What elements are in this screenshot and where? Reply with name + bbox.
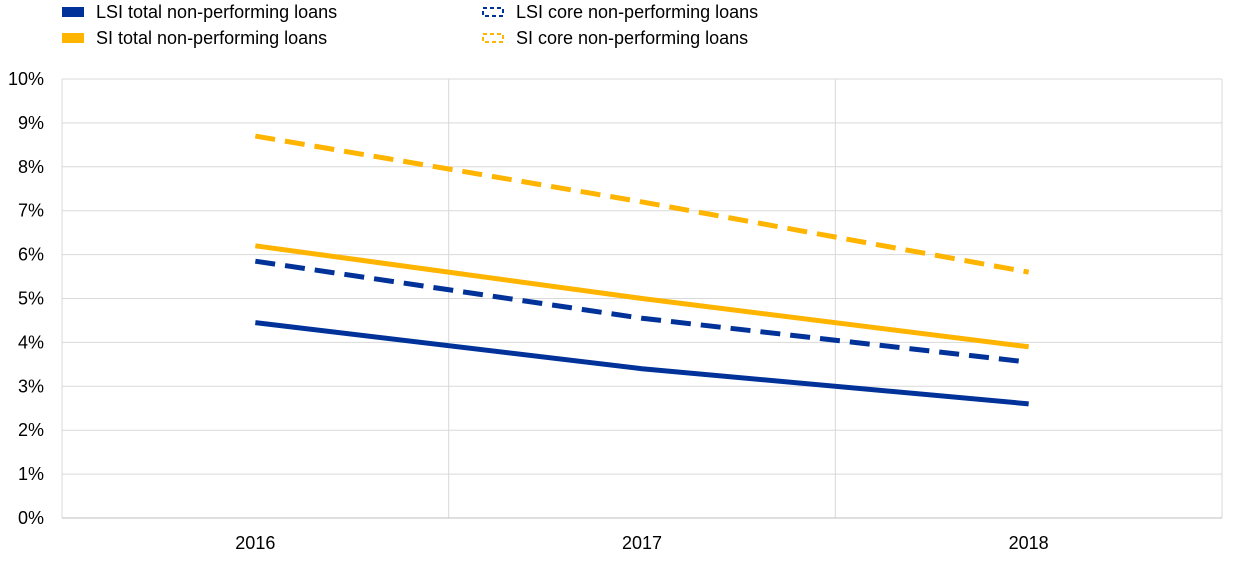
y-tick-label: 3% xyxy=(18,376,44,396)
legend-swatch-solid xyxy=(62,7,84,17)
legend-item-lsi-core-non-performing-loans: LSI core non-performing loans xyxy=(482,2,758,22)
legend-swatch-dashed xyxy=(482,33,504,43)
legend-label: SI core non-performing loans xyxy=(516,28,748,48)
y-tick-label: 1% xyxy=(18,464,44,484)
y-tick-label: 0% xyxy=(18,508,44,528)
x-tick-label: 2016 xyxy=(235,533,275,553)
legend-item-si-core-non-performing-loans: SI core non-performing loans xyxy=(482,28,748,48)
x-tick-label: 2017 xyxy=(622,533,662,553)
y-tick-label: 8% xyxy=(18,157,44,177)
legend-item-lsi-total-non-performing-loans: LSI total non-performing loans xyxy=(62,2,337,22)
y-tick-label: 2% xyxy=(18,420,44,440)
y-tick-label: 6% xyxy=(18,245,44,265)
legend-label: LSI core non-performing loans xyxy=(516,2,758,22)
y-tick-label: 9% xyxy=(18,113,44,133)
legend: LSI total non-performing loans LSI core n… xyxy=(62,2,758,48)
y-tick-label: 7% xyxy=(18,201,44,221)
legend-item-si-total-non-performing-loans: SI total non-performing loans xyxy=(62,28,327,48)
axes: 0% 1% 2% 3% 4% 5% 6% 7% 8% 9% 10% 2016 2017 2018 xyxy=(8,69,1222,553)
y-tick-label: 5% xyxy=(18,289,44,309)
x-tick-label: 2018 xyxy=(1009,533,1049,553)
legend-label: SI total non-performing loans xyxy=(96,28,327,48)
series-line-lsi-total-non-performing-loans xyxy=(255,320,1029,407)
series-line-si-core-non-performing-loans xyxy=(254,133,1030,275)
legend-swatch-dashed xyxy=(482,7,504,17)
series-line-si-total-non-performing-loans xyxy=(254,243,1029,350)
series-line-lsi-core-non-performing-loans xyxy=(254,258,1029,365)
y-tick-label: 10% xyxy=(8,69,44,89)
legend-swatch-solid xyxy=(62,33,84,43)
legend-label: LSI total non-performing loans xyxy=(96,2,337,22)
series-lines xyxy=(254,133,1030,407)
y-tick-label: 4% xyxy=(18,332,44,352)
